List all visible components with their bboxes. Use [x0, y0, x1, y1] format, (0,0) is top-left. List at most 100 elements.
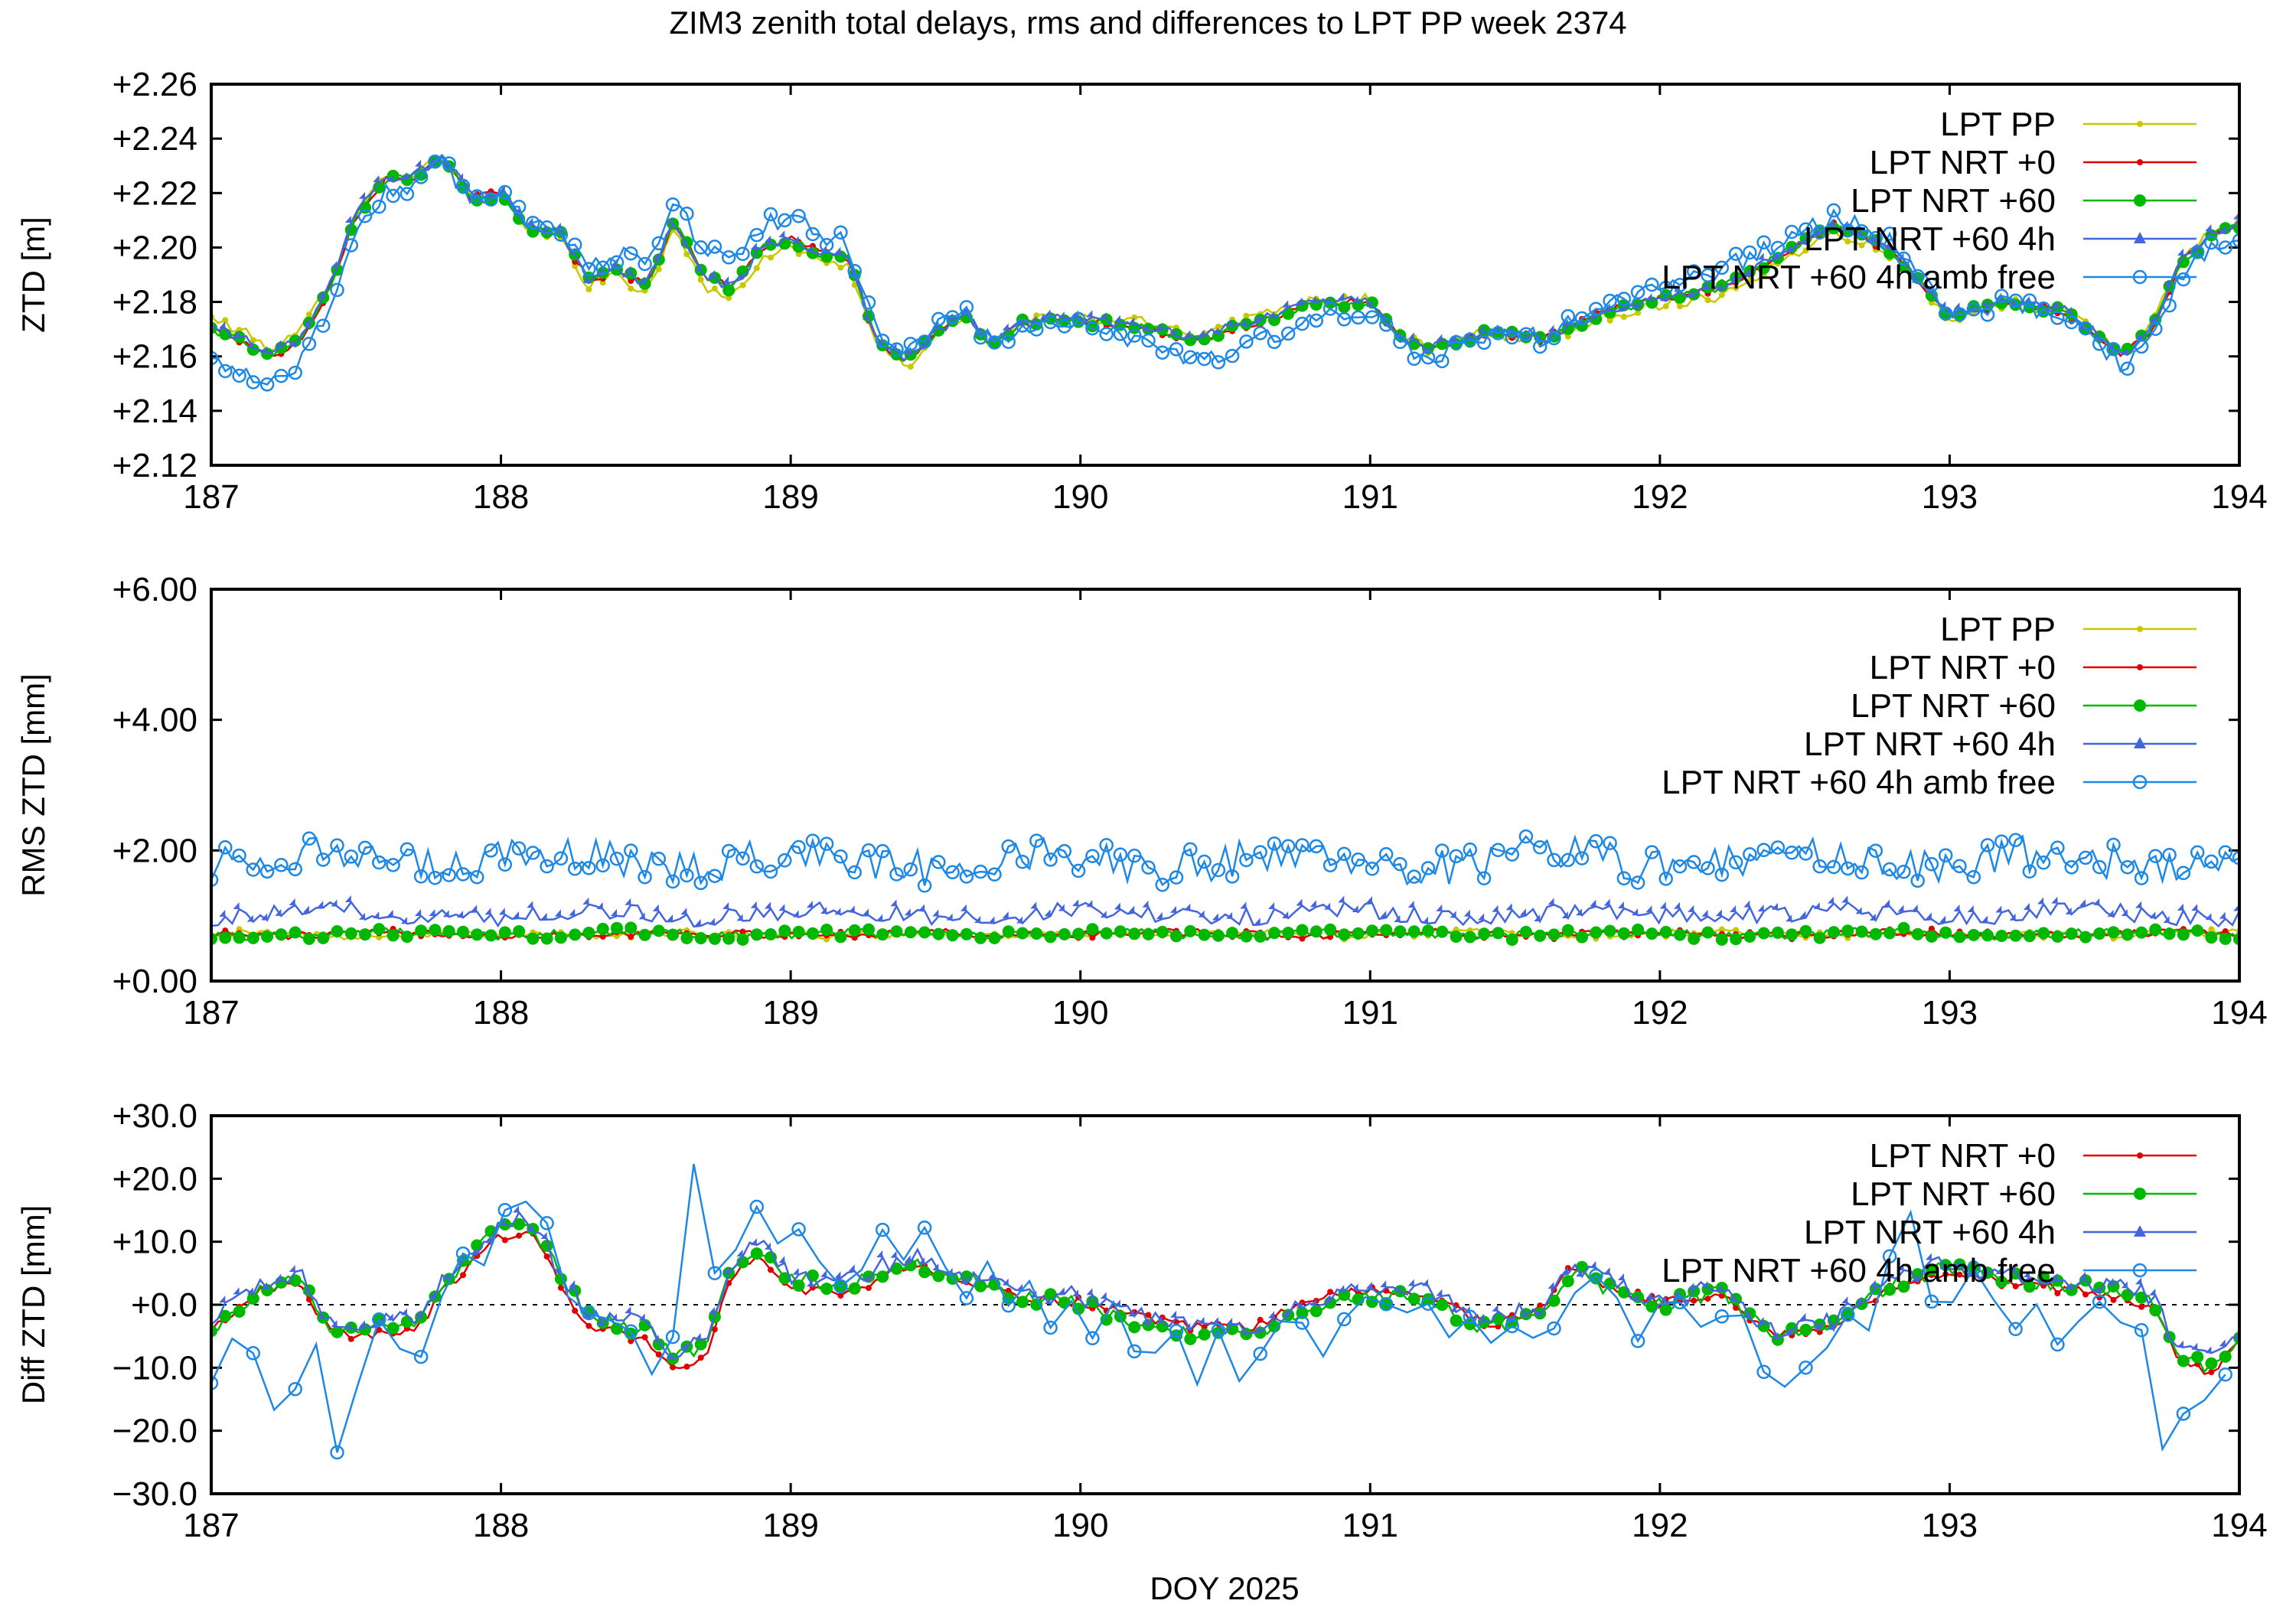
panel-3: −30.0 −20.0 −10.0 +0.0 +10.0 +20.0 +30.0 187 188…	[15, 1097, 2268, 1544]
data-point	[1561, 924, 1574, 937]
data-point	[1113, 327, 1128, 341]
data-point	[889, 342, 904, 357]
data-point	[667, 1352, 673, 1360]
data-point	[1534, 929, 1547, 942]
data-point	[1686, 855, 1701, 869]
data-point	[1869, 1279, 1876, 1287]
data-point	[471, 1247, 478, 1255]
data-point	[1254, 314, 1261, 321]
x-axis-label: DOY 2025	[1150, 1570, 1299, 1606]
data-point	[2219, 911, 2226, 919]
data-point	[1030, 901, 1037, 909]
data-point	[863, 923, 875, 936]
data-point	[960, 1276, 967, 1284]
data-point	[572, 262, 579, 269]
data-point	[1868, 230, 1883, 246]
data-point	[1519, 908, 1526, 916]
data-point	[2138, 1303, 2145, 1310]
data-point	[1002, 925, 1015, 938]
y-tick-label: +2.14	[113, 393, 197, 430]
data-point	[1645, 1292, 1652, 1299]
data-point	[1142, 900, 1149, 908]
x-tick-label: 194	[2211, 994, 2267, 1032]
data-point	[1422, 1292, 1434, 1305]
data-point	[1450, 1305, 1456, 1312]
data-point	[667, 928, 680, 941]
data-point	[1733, 1305, 1740, 1311]
data-point	[595, 858, 610, 873]
data-point	[1184, 1332, 1197, 1345]
data-point	[960, 904, 967, 911]
data-point	[455, 1246, 471, 1261]
data-point	[442, 910, 449, 918]
data-point	[218, 840, 233, 855]
data-point	[1058, 904, 1065, 911]
data-point	[442, 156, 456, 171]
data-point	[1616, 871, 1632, 886]
data-point	[848, 1264, 855, 1272]
data-point	[572, 1307, 579, 1314]
data-point	[1925, 1253, 1932, 1260]
data-point	[1212, 929, 1225, 942]
series-line	[211, 1163, 2226, 1453]
data-point	[275, 908, 282, 916]
data-point	[611, 1313, 618, 1321]
data-point	[1938, 306, 1953, 321]
data-point	[1239, 852, 1254, 868]
data-point	[2107, 926, 2120, 939]
data-point	[1534, 914, 1541, 922]
data-point	[302, 831, 317, 846]
plot-area	[211, 829, 2239, 946]
data-point	[1267, 334, 1282, 350]
data-point	[1155, 345, 1170, 360]
data-point	[792, 1279, 805, 1292]
data-point	[1606, 317, 1613, 324]
data-point	[1730, 905, 1737, 913]
data-point	[1590, 1260, 1596, 1268]
data-point	[1630, 285, 1645, 299]
data-point	[1994, 288, 2009, 304]
x-tick-label: 192	[1632, 478, 1688, 516]
data-point	[219, 909, 226, 917]
data-point	[932, 927, 945, 940]
data-point	[1994, 834, 2009, 849]
data-point	[833, 1279, 848, 1294]
data-point	[792, 910, 799, 918]
data-point	[1967, 928, 1980, 941]
data-point	[1127, 1344, 1142, 1359]
data-point	[2110, 1296, 2117, 1303]
data-point	[1799, 1360, 1813, 1375]
data-point	[1841, 924, 1854, 937]
data-point	[2134, 871, 2149, 885]
data-point	[1882, 1249, 1897, 1263]
data-point	[694, 1332, 701, 1340]
plot-area	[211, 153, 2239, 392]
data-point	[918, 904, 925, 911]
data-point	[2163, 927, 2176, 940]
data-point	[1128, 1309, 1135, 1317]
data-point	[722, 1266, 729, 1274]
data-point	[875, 333, 890, 348]
data-point	[1100, 312, 1107, 320]
data-point	[302, 318, 309, 326]
data-point	[866, 1285, 872, 1292]
data-point	[317, 291, 324, 298]
data-point	[1603, 898, 1610, 906]
data-point	[484, 1235, 491, 1243]
data-point	[386, 174, 393, 182]
data-point	[554, 909, 561, 917]
data-point	[694, 1338, 707, 1351]
data-point	[1799, 1323, 1812, 1336]
data-point	[1492, 927, 1505, 940]
data-point	[1589, 834, 1603, 849]
data-point	[2205, 1346, 2212, 1354]
data-point	[1757, 253, 1764, 260]
data-point	[1295, 1315, 1309, 1330]
data-point	[1043, 315, 1058, 330]
data-point	[442, 924, 455, 937]
data-point	[1715, 283, 1722, 291]
data-point	[680, 931, 693, 944]
data-point	[1995, 905, 2002, 913]
data-point	[765, 1242, 771, 1250]
